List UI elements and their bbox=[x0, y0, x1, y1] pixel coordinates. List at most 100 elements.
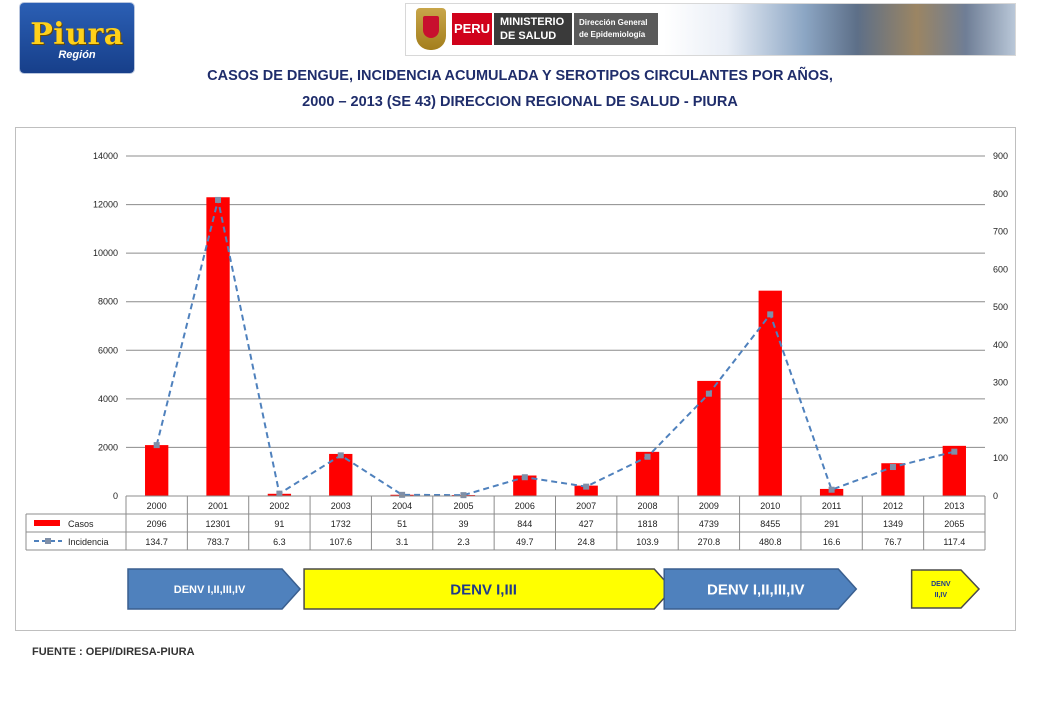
x-tick-label: 2000 bbox=[147, 501, 167, 511]
point-incidencia bbox=[215, 196, 222, 203]
serotype-arrow bbox=[127, 568, 302, 610]
data-label-casos: 1349 bbox=[883, 519, 903, 529]
y-left-tick-label: 8000 bbox=[98, 297, 118, 307]
banner-ministry-line1: MINISTERIO bbox=[500, 16, 565, 28]
point-incidencia bbox=[889, 464, 896, 471]
logo-subtext: Región bbox=[58, 49, 96, 61]
data-label-casos: 8455 bbox=[760, 519, 780, 529]
x-tick-label: 2005 bbox=[453, 501, 473, 511]
point-incidencia bbox=[276, 490, 283, 497]
serotype-label-line2: II,IV bbox=[935, 592, 948, 599]
y-left-tick-label: 12000 bbox=[93, 200, 118, 210]
banner-ministry-line2: DE SALUD bbox=[500, 30, 557, 42]
data-label-casos: 2065 bbox=[944, 519, 964, 529]
line-incidencia bbox=[155, 199, 955, 497]
banner-peru: PERU bbox=[452, 13, 492, 45]
y-left-tick-label: 14000 bbox=[93, 151, 118, 161]
data-label-casos: 2096 bbox=[147, 519, 167, 529]
point-incidencia bbox=[644, 453, 651, 460]
data-label-incidencia: 2.3 bbox=[457, 537, 470, 547]
data-label-casos: 1732 bbox=[331, 519, 351, 529]
data-label-incidencia: 76.7 bbox=[884, 537, 902, 547]
data-label-incidencia: 107.6 bbox=[329, 537, 352, 547]
data-label-casos: 1818 bbox=[638, 519, 658, 529]
chart-frame bbox=[15, 127, 1016, 631]
point-incidencia bbox=[828, 486, 835, 493]
point-incidencia bbox=[705, 390, 712, 397]
bar-casos bbox=[513, 475, 537, 496]
x-tick-label: 2008 bbox=[638, 501, 658, 511]
legend-key-casos bbox=[34, 520, 60, 526]
y-right-tick-label: 600 bbox=[993, 264, 1008, 274]
serotype-arrow bbox=[910, 569, 981, 609]
bar-casos bbox=[942, 445, 966, 496]
legend-label-casos: Casos bbox=[68, 519, 94, 529]
x-tick-label: 2003 bbox=[331, 501, 351, 511]
data-label-casos: 427 bbox=[579, 519, 594, 529]
data-label-incidencia: 24.8 bbox=[577, 537, 595, 547]
y-right-tick-label: 500 bbox=[993, 302, 1008, 312]
x-tick-label: 2010 bbox=[760, 501, 780, 511]
point-incidencia bbox=[337, 452, 344, 459]
banner-photo bbox=[664, 4, 1015, 55]
data-label-casos: 51 bbox=[397, 519, 407, 529]
chart-title-line1: CASOS DE DENGUE, INCIDENCIA ACUMULADA Y … bbox=[207, 68, 833, 84]
x-tick-label: 2013 bbox=[944, 501, 964, 511]
x-tick-label: 2011 bbox=[822, 501, 841, 511]
legend-label-incidencia: Incidencia bbox=[68, 537, 109, 547]
data-label-casos: 12301 bbox=[206, 519, 231, 529]
data-label-casos: 39 bbox=[458, 519, 468, 529]
y-right-tick-label: 200 bbox=[993, 415, 1008, 425]
data-label-incidencia: 3.1 bbox=[396, 537, 409, 547]
x-tick-label: 2006 bbox=[515, 501, 535, 511]
point-incidencia bbox=[460, 492, 467, 499]
y-left-tick-label: 6000 bbox=[98, 345, 118, 355]
y-right-tick-label: 400 bbox=[993, 340, 1008, 350]
y-right-tick-label: 700 bbox=[993, 227, 1008, 237]
y-left-tick-label: 10000 bbox=[93, 248, 118, 258]
y-left-tick-label: 0 bbox=[113, 491, 118, 501]
bar-casos bbox=[145, 445, 169, 496]
x-tick-label: 2009 bbox=[699, 501, 719, 511]
x-tick-label: 2002 bbox=[269, 501, 289, 511]
data-label-incidencia: 16.6 bbox=[823, 537, 841, 547]
x-tick-label: 2012 bbox=[883, 501, 903, 511]
y-right-tick-label: 900 bbox=[993, 151, 1008, 161]
serotype-arrow bbox=[663, 568, 858, 610]
chart-title-line2: 2000 – 2013 (SE 43) DIRECCION REGIONAL D… bbox=[302, 94, 738, 110]
point-incidencia bbox=[951, 448, 958, 455]
bar-casos bbox=[881, 463, 905, 496]
y-right-tick-label: 0 bbox=[993, 491, 998, 501]
serotype-label: DENV I,III bbox=[450, 581, 517, 598]
point-incidencia bbox=[399, 491, 406, 498]
serotype-label: DENV I,II,III,IV bbox=[707, 581, 805, 598]
point-incidencia bbox=[767, 311, 774, 318]
banner-direction-line1: Dirección General bbox=[579, 18, 648, 27]
bar-casos bbox=[758, 290, 782, 496]
data-label-incidencia: 49.7 bbox=[516, 537, 534, 547]
bar-casos bbox=[206, 197, 230, 497]
data-label-incidencia: 117.4 bbox=[943, 537, 965, 547]
piura-region-logo: Piura Región bbox=[20, 3, 134, 73]
point-incidencia bbox=[153, 442, 160, 449]
bar-casos bbox=[329, 453, 353, 496]
logo-text: Piura bbox=[30, 17, 124, 52]
data-label-incidencia: 270.8 bbox=[698, 537, 721, 547]
y-right-tick-label: 100 bbox=[993, 453, 1008, 463]
coat-of-arms-icon bbox=[416, 8, 446, 50]
data-label-incidencia: 134.7 bbox=[145, 537, 168, 547]
serotype-label-line1: DENV bbox=[931, 581, 951, 588]
y-right-tick-label: 300 bbox=[993, 378, 1008, 388]
data-label-casos: 4739 bbox=[699, 519, 719, 529]
serotype-label: DENV I,II,III,IV bbox=[174, 584, 246, 596]
banner-direction: Dirección General de Epidemiología bbox=[574, 13, 658, 45]
x-tick-label: 2007 bbox=[576, 501, 596, 511]
legend-marker-incidencia bbox=[45, 538, 51, 544]
banner-direction-line2: de Epidemiología bbox=[579, 30, 646, 39]
point-incidencia bbox=[583, 483, 590, 490]
data-label-incidencia: 6.3 bbox=[273, 537, 286, 547]
banner-ministry: MINISTERIO DE SALUD bbox=[494, 13, 572, 45]
data-label-casos: 291 bbox=[824, 519, 839, 529]
x-tick-label: 2001 bbox=[208, 501, 228, 511]
bar-casos bbox=[697, 380, 721, 496]
